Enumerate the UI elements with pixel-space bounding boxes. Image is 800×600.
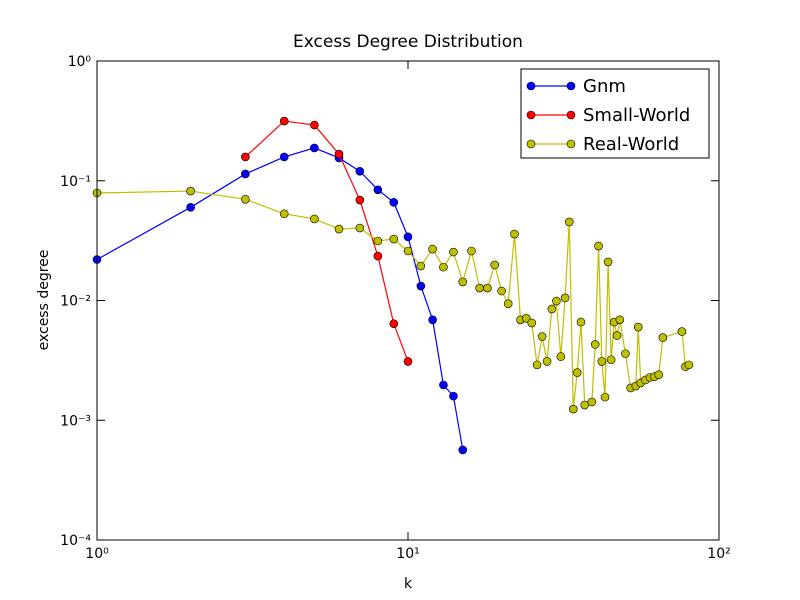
data-point — [597, 357, 607, 366]
data-point — [621, 349, 630, 358]
data-point — [587, 397, 597, 407]
y-tick-label: 10⁻¹ — [60, 174, 91, 190]
data-point — [537, 332, 547, 341]
legend-marker — [526, 110, 536, 120]
legend-marker — [566, 139, 576, 149]
x-tick-label: 10¹ — [396, 546, 419, 562]
data-point — [510, 229, 519, 239]
data-point — [503, 299, 513, 309]
data-point — [279, 209, 289, 219]
data-point — [416, 261, 426, 271]
y-tick-label: 10⁻³ — [60, 413, 91, 429]
data-point — [564, 217, 574, 227]
data-point — [403, 357, 413, 366]
legend-marker — [526, 139, 536, 149]
data-point — [403, 232, 413, 242]
data-point — [542, 357, 552, 366]
data-point — [403, 246, 413, 256]
data-point — [552, 296, 561, 306]
data-point — [684, 360, 694, 370]
data-point — [556, 352, 566, 361]
data-point — [677, 327, 687, 336]
data-point — [547, 304, 557, 314]
legend: Gnm Small-World Real-World — [520, 68, 710, 159]
data-point — [355, 223, 365, 233]
data-point — [458, 277, 468, 287]
data-point — [389, 319, 399, 329]
data-point — [568, 404, 578, 414]
x-tick-label: 10² — [707, 546, 730, 562]
data-point — [355, 195, 365, 205]
y-tick-label: 10⁰ — [68, 54, 92, 70]
plot-frame — [96, 60, 720, 541]
data-point — [373, 251, 383, 261]
data-point — [334, 149, 344, 159]
legend-box — [520, 68, 710, 159]
data-point — [521, 314, 531, 323]
legend-label: Small-World — [583, 105, 690, 126]
data-point — [241, 152, 250, 162]
data-point — [615, 315, 625, 325]
chart-title: Excess Degree Distribution — [293, 32, 523, 52]
data-point — [449, 391, 458, 401]
data-point — [310, 214, 319, 224]
data-point — [439, 262, 448, 272]
x-axis-label: k — [404, 576, 413, 592]
data-point — [428, 244, 437, 254]
data-point — [310, 120, 319, 130]
data-point — [416, 281, 426, 291]
data-point — [389, 198, 399, 207]
data-point — [572, 368, 582, 377]
data-point — [475, 283, 484, 293]
data-point — [483, 283, 492, 293]
data-point — [606, 355, 616, 365]
data-point — [633, 322, 643, 332]
data-point — [527, 318, 537, 328]
data-point — [600, 392, 610, 402]
data-point — [389, 234, 399, 244]
data-point — [334, 224, 344, 234]
data-point — [186, 186, 195, 196]
data-point — [658, 333, 668, 342]
data-point — [612, 331, 622, 340]
data-point — [279, 116, 289, 126]
data-point — [603, 257, 613, 267]
x-tick-label: 10⁰ — [85, 546, 109, 562]
data-point — [560, 293, 570, 303]
legend-marker — [526, 81, 536, 91]
data-point — [310, 143, 319, 153]
data-point — [373, 185, 383, 195]
data-point — [467, 246, 476, 256]
data-point — [458, 445, 468, 455]
data-point — [355, 166, 365, 176]
data-point — [449, 247, 458, 257]
data-point — [654, 370, 664, 380]
data-point — [580, 400, 590, 410]
data-point — [428, 315, 437, 325]
data-point — [279, 152, 289, 162]
data-point — [532, 360, 542, 370]
legend-label: Real-World — [583, 134, 679, 155]
data-point — [576, 317, 586, 327]
data-point — [241, 194, 250, 204]
data-point — [497, 286, 506, 296]
data-point — [373, 236, 383, 246]
data-point — [594, 241, 603, 251]
y-tick-label: 10⁻⁴ — [60, 533, 91, 549]
series-line — [244, 120, 409, 362]
data-point — [439, 380, 448, 390]
y-tick-label: 10⁻² — [60, 294, 91, 310]
data-point — [241, 169, 250, 179]
y-axis-label: excess degree — [36, 250, 52, 351]
legend-marker — [566, 81, 576, 91]
legend-label: Gnm — [583, 76, 626, 97]
data-point — [590, 340, 600, 349]
legend-marker — [566, 110, 576, 120]
data-point — [490, 260, 499, 270]
data-point — [186, 203, 195, 212]
